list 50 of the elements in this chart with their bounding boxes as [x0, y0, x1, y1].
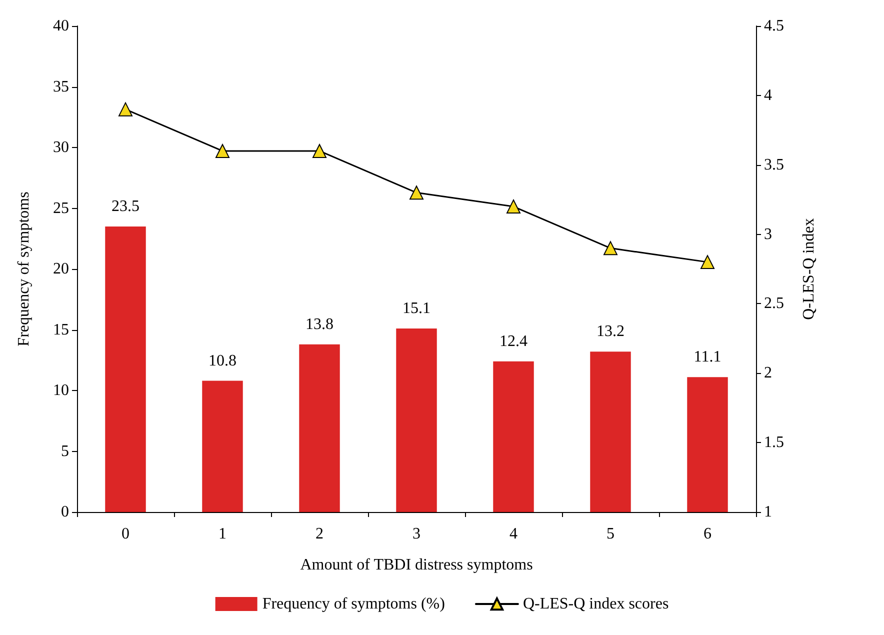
point [118, 102, 132, 116]
legend-label: Q-LES-Q index scores [522, 596, 669, 612]
y-tick-label: 40 [53, 18, 69, 34]
data-label: 13.2 [596, 323, 624, 340]
y-tick-label: 0 [61, 504, 69, 520]
y2-tick-label: 3 [764, 226, 772, 243]
x-tick-label: 0 [122, 526, 130, 542]
data-label: 11.1 [694, 348, 722, 366]
y2-tick-label: 2 [764, 364, 772, 382]
x-tick-label: 3 [412, 526, 420, 542]
x-tick-label: 1 [218, 526, 226, 542]
y-tick-label: 5 [61, 442, 69, 460]
bar [687, 377, 728, 512]
point [216, 144, 230, 158]
data-label: 13.8 [306, 316, 334, 333]
y2-tick-label: 3.5 [764, 156, 784, 174]
data-label: 15.1 [402, 300, 430, 318]
bar [105, 226, 146, 512]
x-tick-label: 2 [316, 526, 324, 542]
point [700, 255, 714, 270]
x-tick-label: 6 [704, 526, 712, 542]
bar [202, 380, 243, 512]
y-tick-label: 15 [53, 321, 69, 338]
y2-tick-label: 1.5 [764, 434, 784, 452]
y-axis-title: Frequency of symptoms [16, 192, 32, 346]
y2-tick-label: 2.5 [764, 295, 784, 312]
data-label: 10.8 [208, 352, 236, 370]
y2-tick-label: 4 [764, 86, 772, 104]
point [312, 144, 326, 158]
y-tick-label: 25 [53, 200, 69, 217]
y2-tick-label: 4.5 [764, 18, 784, 34]
data-label: 12.4 [500, 332, 528, 350]
point [506, 200, 520, 214]
y2-tick-label: 1 [764, 504, 772, 520]
bar [590, 352, 631, 512]
y-tick-label: 35 [53, 78, 69, 96]
y-tick-label: 30 [53, 139, 69, 156]
point [410, 186, 424, 200]
legend-label: Frequency of symptoms (%) [262, 596, 445, 612]
x-tick-label: 4 [510, 526, 518, 542]
bar [493, 361, 534, 512]
bar [299, 344, 340, 512]
bar [396, 328, 437, 512]
x-tick-label: 5 [606, 526, 614, 542]
y2-axis-title: Q-LES-Q index [800, 218, 818, 320]
point [604, 241, 618, 256]
y-tick-label: 20 [53, 260, 69, 278]
data-label: 23.5 [112, 198, 140, 215]
x-axis-title: Amount of TBDI distress symptoms [300, 556, 533, 574]
y-tick-label: 10 [53, 382, 69, 399]
